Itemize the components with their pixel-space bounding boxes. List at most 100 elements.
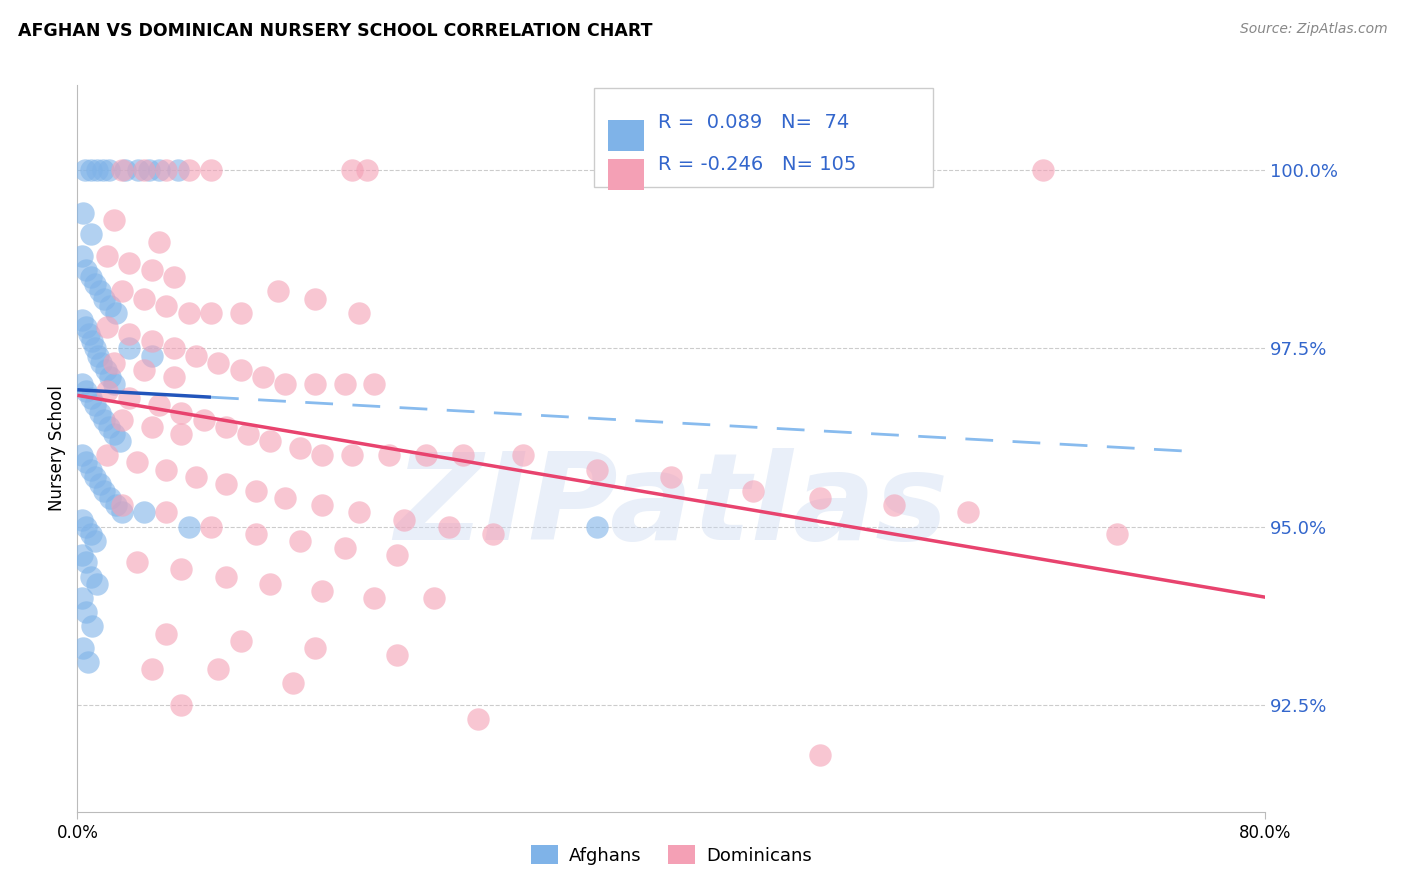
- Point: [96, 384, 118, 399]
- Point: [274, 377, 297, 392]
- Point: [104, 498, 127, 512]
- Point: [742, 483, 765, 498]
- Point: [207, 662, 229, 676]
- Point: [134, 505, 156, 519]
- Point: [70, 512, 93, 526]
- Point: [586, 462, 609, 476]
- Point: [1105, 526, 1128, 541]
- Point: [82, 619, 104, 633]
- Point: [808, 491, 831, 505]
- Point: [356, 163, 378, 178]
- Point: [259, 434, 281, 449]
- Point: [70, 448, 93, 462]
- Point: [207, 356, 229, 370]
- Point: [103, 213, 125, 227]
- Point: [89, 285, 111, 299]
- Point: [110, 434, 132, 449]
- Point: [186, 469, 208, 483]
- Point: [453, 448, 475, 462]
- Point: [97, 163, 120, 178]
- Point: [70, 548, 93, 562]
- Point: [200, 163, 222, 178]
- Point: [957, 505, 980, 519]
- Point: [80, 392, 103, 406]
- Point: [90, 356, 112, 370]
- Point: [304, 640, 326, 655]
- Point: [155, 626, 177, 640]
- Point: [304, 292, 326, 306]
- Point: [80, 227, 103, 242]
- Point: [808, 747, 831, 762]
- Point: [163, 370, 186, 384]
- Point: [73, 163, 96, 178]
- Point: [84, 533, 107, 548]
- Point: [96, 448, 118, 462]
- Point: [215, 420, 238, 434]
- Point: [167, 163, 190, 178]
- Point: [141, 334, 163, 349]
- Point: [111, 413, 134, 427]
- Point: [333, 541, 356, 555]
- Point: [200, 519, 222, 533]
- Point: [177, 163, 200, 178]
- Point: [288, 533, 311, 548]
- Point: [118, 342, 141, 356]
- Point: [89, 476, 111, 491]
- Point: [96, 320, 118, 334]
- Point: [141, 349, 163, 363]
- Point: [134, 363, 156, 377]
- Point: [80, 163, 103, 178]
- Point: [98, 299, 121, 313]
- FancyBboxPatch shape: [609, 160, 644, 190]
- Point: [93, 292, 115, 306]
- Point: [163, 342, 186, 356]
- Point: [252, 370, 274, 384]
- Point: [111, 498, 134, 512]
- Point: [155, 505, 177, 519]
- Point: [141, 662, 163, 676]
- Point: [177, 306, 200, 320]
- Point: [103, 356, 125, 370]
- Point: [70, 313, 93, 327]
- Point: [80, 526, 103, 541]
- Point: [72, 206, 94, 220]
- Text: AFGHAN VS DOMINICAN NURSERY SCHOOL CORRELATION CHART: AFGHAN VS DOMINICAN NURSERY SCHOOL CORRE…: [18, 22, 652, 40]
- Point: [215, 569, 238, 583]
- Point: [245, 483, 267, 498]
- Point: [482, 526, 505, 541]
- Point: [118, 392, 141, 406]
- Point: [340, 163, 363, 178]
- Point: [229, 633, 252, 648]
- Point: [127, 163, 149, 178]
- Point: [125, 555, 148, 569]
- Point: [70, 377, 93, 392]
- Point: [177, 519, 200, 533]
- Point: [94, 363, 117, 377]
- Point: [340, 448, 363, 462]
- Point: [193, 413, 215, 427]
- Point: [170, 698, 193, 712]
- FancyBboxPatch shape: [609, 120, 644, 151]
- Point: [333, 377, 356, 392]
- Text: ZIPatlas: ZIPatlas: [394, 448, 949, 565]
- Point: [138, 163, 160, 178]
- Point: [349, 505, 371, 519]
- Point: [75, 263, 97, 277]
- Point: [236, 427, 259, 442]
- Point: [134, 292, 156, 306]
- Point: [467, 712, 489, 726]
- Point: [84, 277, 107, 292]
- Point: [111, 163, 134, 178]
- Point: [392, 512, 415, 526]
- Point: [148, 399, 170, 413]
- Point: [114, 163, 136, 178]
- Point: [89, 406, 111, 420]
- Point: [134, 163, 156, 178]
- Point: [304, 377, 326, 392]
- Point: [75, 605, 97, 619]
- Point: [118, 327, 141, 342]
- Point: [512, 448, 534, 462]
- Point: [77, 327, 100, 342]
- Point: [98, 491, 121, 505]
- Point: [80, 462, 103, 476]
